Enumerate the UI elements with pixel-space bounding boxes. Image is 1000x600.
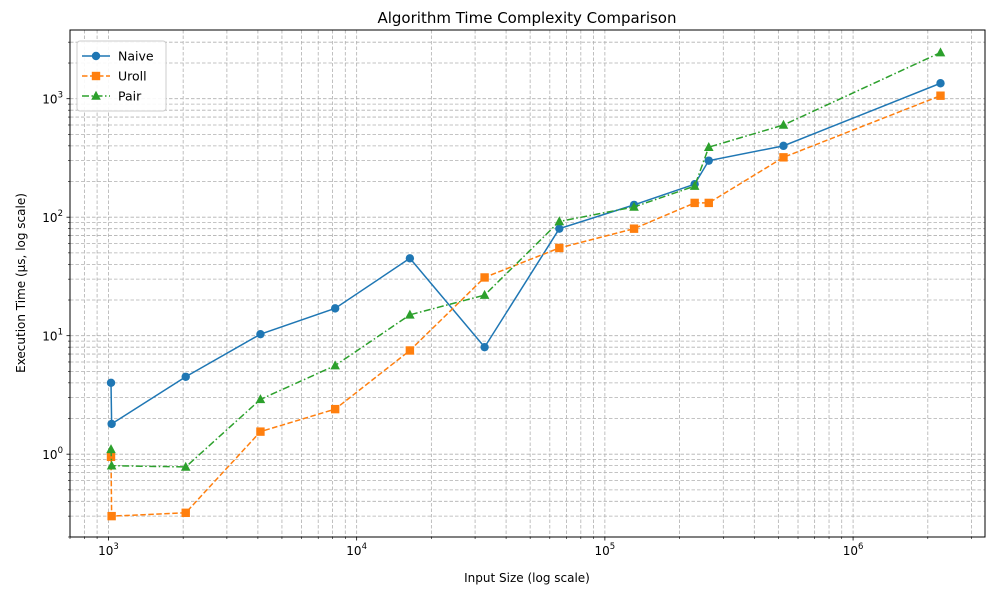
data-point [106, 460, 117, 470]
tick-label-exponent: 0 [58, 446, 63, 456]
tick-label-exponent: 2 [58, 209, 63, 219]
data-point [704, 198, 713, 208]
data-point [330, 404, 340, 414]
data-point [704, 156, 713, 165]
legend-entry-uroll: Uroll [82, 69, 147, 84]
series-naive [106, 79, 945, 429]
data-point [778, 119, 789, 129]
legend-label: Pair [118, 89, 142, 104]
data-point [779, 153, 788, 162]
series-layer [106, 47, 946, 521]
data-point [935, 47, 946, 57]
chart-title: Algorithm Time Complexity Comparison [377, 9, 676, 27]
data-point [330, 360, 340, 370]
data-point [629, 224, 639, 233]
tick-label-base: 10 [98, 544, 113, 558]
data-point [106, 378, 116, 388]
tick-label-exponent: 6 [858, 542, 863, 552]
x-axis-label: Input Size (log scale) [464, 571, 590, 585]
tick-label-base: 10 [843, 544, 858, 558]
x-tick-label: 103 [98, 542, 119, 558]
data-point [405, 346, 415, 355]
data-point [479, 289, 490, 299]
data-point [256, 427, 265, 436]
y-tick-label: 103 [42, 91, 63, 107]
legend-entries: Naive Uroll Pair [82, 49, 154, 104]
y-axis-label: Execution Time (µs, log scale) [14, 193, 28, 373]
legend: Naive Uroll Pair [76, 40, 167, 112]
y-tick-label: 100 [42, 446, 63, 462]
x-tick-label: 105 [595, 542, 616, 558]
data-point [936, 91, 945, 100]
tick-label-base: 10 [42, 211, 57, 225]
data-point [181, 372, 190, 381]
tick-label-exponent: 5 [610, 542, 615, 552]
data-point [936, 79, 945, 88]
data-point [480, 342, 489, 352]
data-point [107, 511, 116, 521]
data-point [779, 141, 788, 151]
legend-entry-naive: Naive [82, 49, 154, 64]
legend-marker [91, 71, 101, 81]
data-point [106, 452, 116, 462]
data-point [181, 508, 190, 518]
tick-label-exponent: 1 [58, 328, 63, 338]
series-pair [106, 47, 946, 471]
legend-label: Uroll [118, 69, 147, 84]
data-point [689, 180, 700, 190]
data-point [554, 216, 565, 226]
data-point [405, 254, 415, 263]
tick-label-base: 10 [42, 93, 57, 107]
data-point [405, 309, 415, 319]
legend-marker [91, 51, 101, 61]
data-point [703, 141, 714, 151]
data-point [690, 198, 699, 208]
data-point [256, 329, 265, 339]
data-point [107, 419, 116, 429]
data-point [629, 201, 639, 211]
x-tick-label: 106 [843, 542, 864, 558]
data-point [555, 243, 564, 253]
tick-label-base: 10 [346, 544, 361, 558]
data-point [480, 273, 489, 282]
series-uroll [106, 91, 945, 521]
tick-label-exponent: 3 [113, 542, 118, 552]
plot-area-frame [69, 29, 986, 538]
data-point [555, 224, 564, 233]
data-point [180, 461, 191, 471]
tick-label-exponent: 4 [362, 542, 367, 552]
legend-label: Naive [118, 49, 154, 64]
x-tick-label: 104 [346, 542, 367, 558]
legend-marker [91, 90, 101, 100]
y-tick-label: 102 [42, 209, 63, 225]
data-point [330, 304, 340, 313]
tick-label-base: 10 [595, 544, 610, 558]
tick-label-exponent: 3 [58, 91, 63, 101]
data-point [255, 394, 266, 404]
tick-label-base: 10 [42, 330, 57, 344]
legend-entry-pair: Pair [82, 89, 142, 104]
tick-label-base: 10 [42, 448, 57, 462]
y-tick-label: 101 [42, 328, 63, 344]
data-point [106, 444, 116, 454]
